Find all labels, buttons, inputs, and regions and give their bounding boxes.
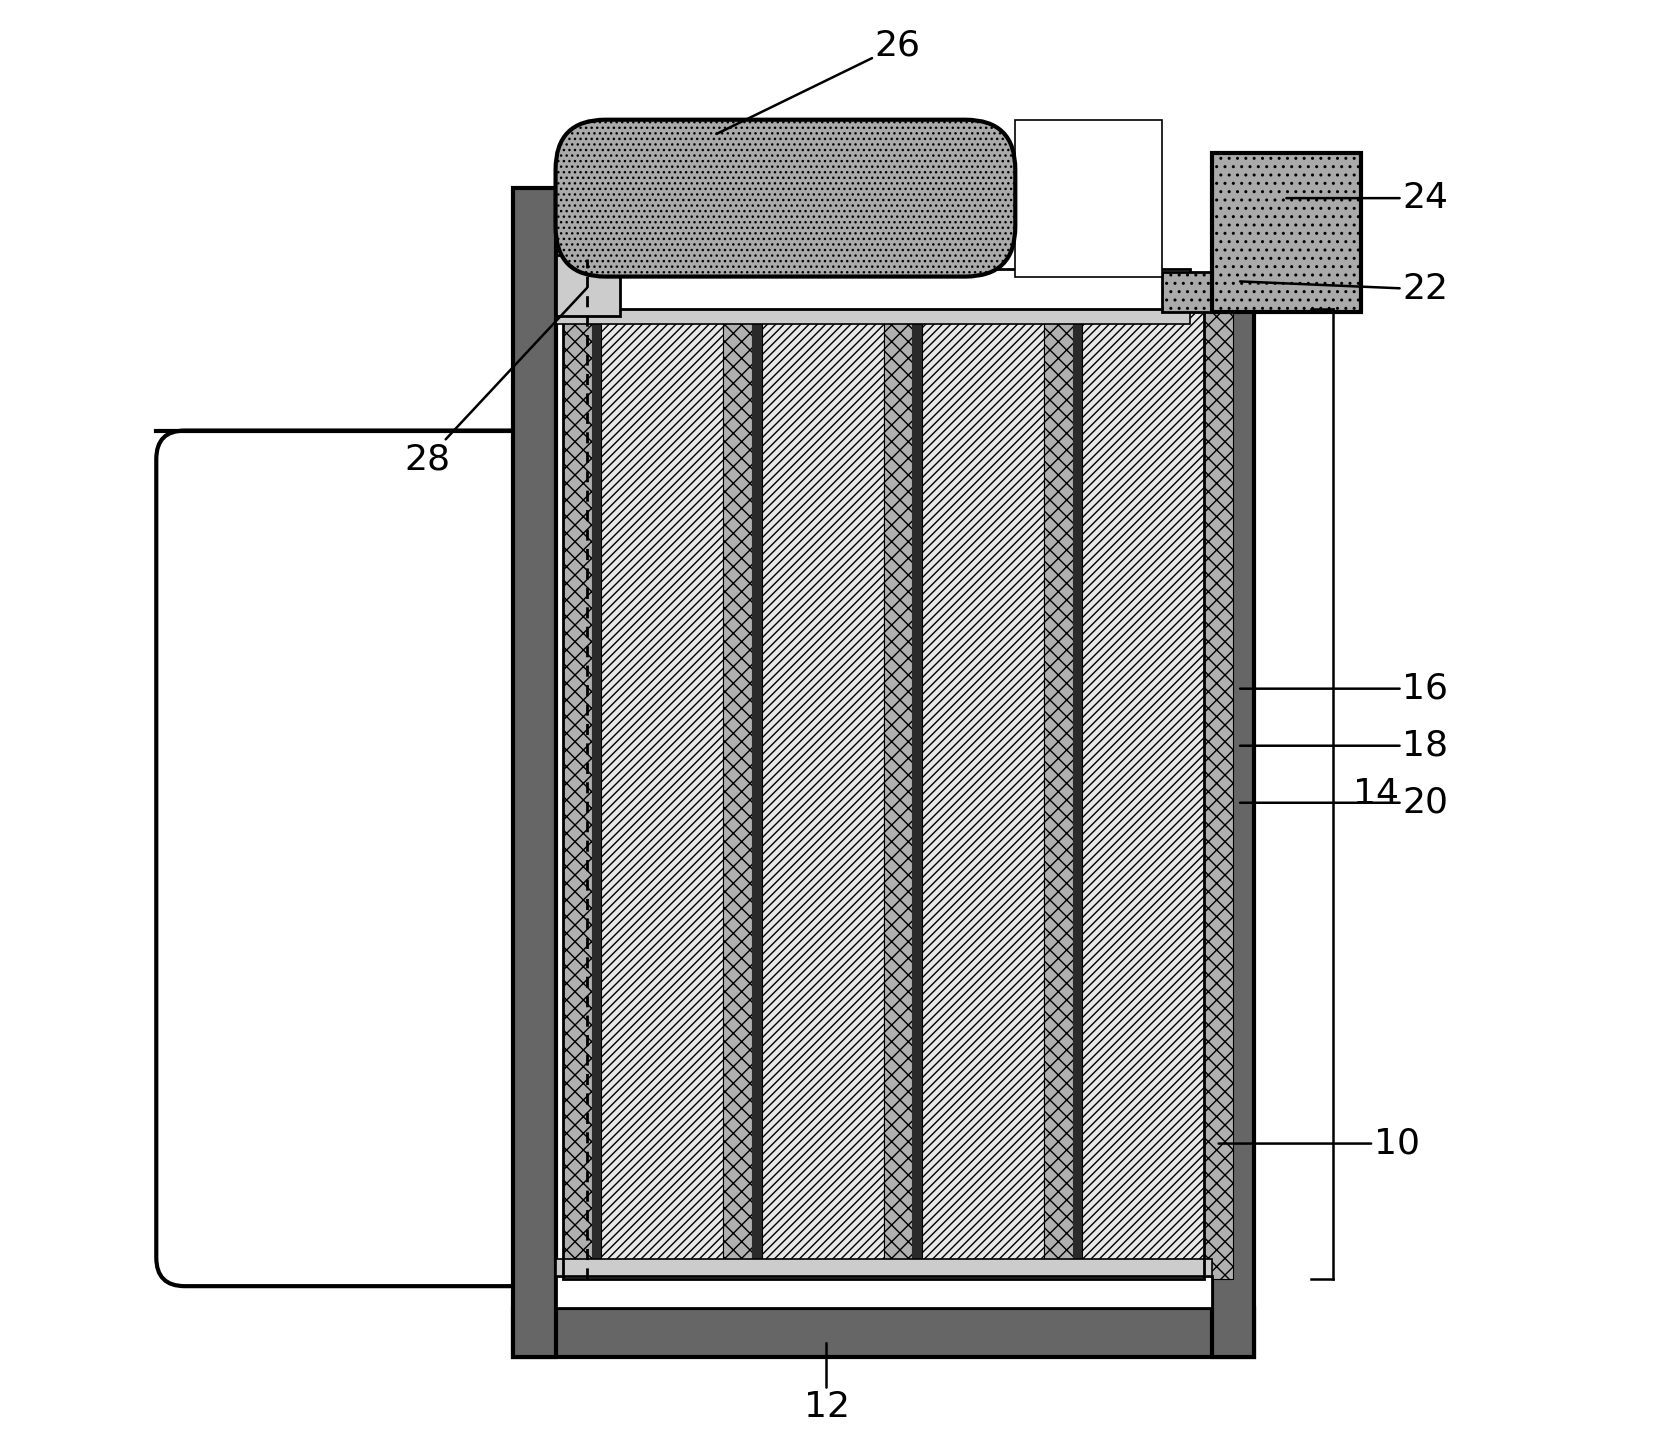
Text: 26: 26 (716, 29, 921, 135)
Bar (602, 309, 722, 1279)
FancyBboxPatch shape (157, 431, 541, 1286)
Bar (884, 309, 912, 1279)
Text: 10: 10 (1218, 1127, 1420, 1160)
Text: 14: 14 (1352, 778, 1398, 811)
Bar (1045, 309, 1073, 1279)
Bar (762, 309, 884, 1279)
Bar (555, 255, 620, 316)
Bar (555, 269, 1190, 309)
Text: 28: 28 (405, 288, 587, 475)
Bar (1162, 272, 1212, 312)
Bar (512, 1307, 1255, 1358)
Bar (752, 309, 762, 1279)
Text: 24: 24 (1286, 180, 1448, 215)
Bar (1205, 309, 1233, 1279)
Bar (1015, 120, 1162, 276)
FancyBboxPatch shape (555, 120, 1015, 276)
Text: 12: 12 (803, 1343, 850, 1425)
Bar (592, 309, 602, 1279)
Bar (562, 309, 592, 1279)
Bar (555, 274, 1212, 1307)
Text: 18: 18 (1240, 729, 1448, 763)
Text: 16: 16 (1240, 672, 1448, 706)
Bar (722, 309, 752, 1279)
Bar (912, 309, 922, 1279)
Bar (922, 309, 1045, 1279)
Bar (1212, 274, 1255, 1358)
Bar (512, 188, 555, 1358)
Bar (555, 1259, 1212, 1276)
Text: 20: 20 (1240, 786, 1448, 819)
Bar (555, 1276, 1212, 1307)
Bar (1212, 152, 1360, 312)
Bar (1073, 309, 1083, 1279)
Text: 22: 22 (1240, 272, 1448, 306)
Bar (555, 309, 1190, 324)
Bar (1083, 309, 1205, 1279)
Bar (562, 309, 1205, 1279)
